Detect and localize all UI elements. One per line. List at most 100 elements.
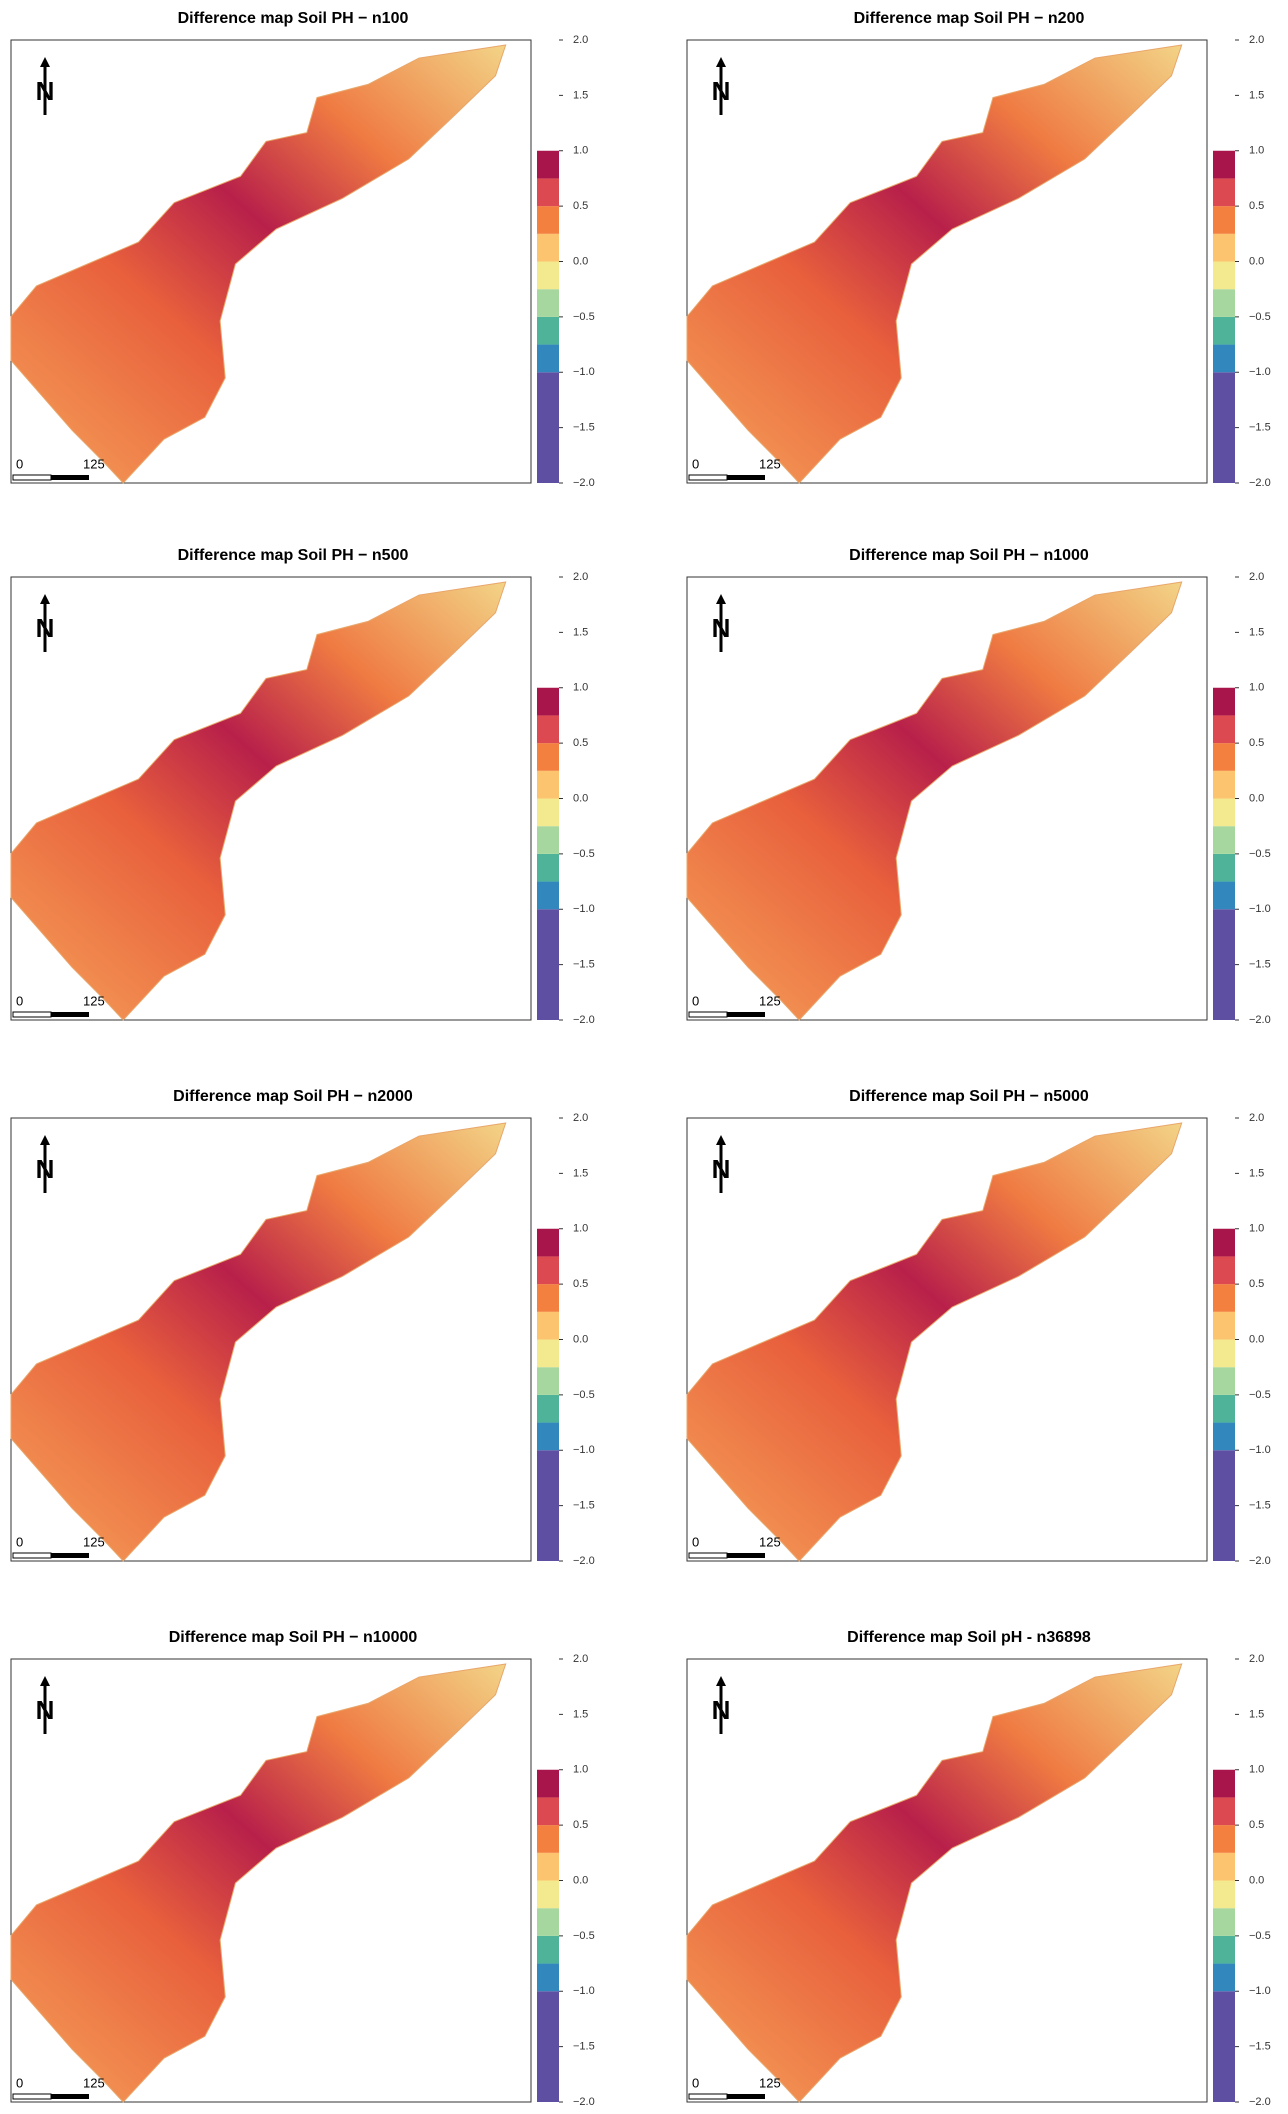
colorbar-segment — [537, 770, 559, 799]
colorbar-tick-label: 1.0 — [1249, 145, 1264, 157]
colorbar-segment — [1213, 1991, 1235, 2102]
region-map — [686, 581, 1183, 1021]
colorbar-tick-label: 2.0 — [573, 1112, 588, 1124]
colorbar-segment — [1213, 150, 1235, 179]
colorbar-tick-label: 1.5 — [573, 626, 588, 638]
colorbar-segment — [1213, 372, 1235, 483]
colorbar-segment — [1213, 1880, 1235, 1909]
panel-title: Difference map Soil PH − n5000 — [849, 1088, 1089, 1105]
colorbar-segment — [1213, 344, 1235, 373]
colorbar-segment — [1213, 1769, 1235, 1798]
map-panel: Difference map Soil PH − n500 N 0 125 2.0 1.5… — [10, 547, 595, 1026]
colorbar-tick-label: −2.0 — [573, 1014, 595, 1026]
north-arrow-head — [40, 594, 50, 604]
scale-label: 125 — [759, 1534, 781, 1549]
colorbar-tick-label: 1.0 — [1249, 1764, 1264, 1776]
scale-bar-white — [688, 1552, 728, 1559]
colorbar-segment — [1213, 1367, 1235, 1395]
map-panel: Difference map Soil PH − n2000 N 0 125 2.0 1.… — [10, 1088, 595, 1567]
scale-bar-black — [51, 475, 89, 480]
colorbar-tick-label: 1.0 — [573, 1764, 588, 1776]
colorbar-tick-label: 0.5 — [573, 737, 588, 749]
scale-bar-black — [51, 1012, 89, 1017]
colorbar-segment — [1213, 1825, 1235, 1853]
north-label: N — [36, 1695, 55, 1725]
colorbar-segment — [1213, 1797, 1235, 1826]
panel-title: Difference map Soil PH − n500 — [178, 547, 409, 564]
colorbar-segment — [537, 178, 559, 207]
colorbar-segment — [1213, 770, 1235, 799]
map-panel: Difference map Soil PH − n10000 N 0 125 2.0 1… — [10, 1629, 595, 2108]
colorbar-segment — [537, 826, 559, 854]
colorbar-tick-label: −2.0 — [573, 2096, 595, 2108]
colorbar-tick-label: 2.0 — [573, 1653, 588, 1665]
colorbar-segment — [537, 233, 559, 262]
colorbar-tick-label: 1.0 — [1249, 1223, 1264, 1235]
colorbar-tick-label: −1.0 — [573, 903, 595, 915]
colorbar-tick-label: 2.0 — [1249, 1653, 1264, 1665]
colorbar-tick-label: −1.0 — [573, 366, 595, 378]
scale-bar-black — [51, 1553, 89, 1558]
colorbar-segment — [537, 289, 559, 317]
colorbar-tick-label: −1.0 — [1249, 1985, 1271, 1997]
region-map — [686, 1663, 1183, 2103]
north-label: N — [712, 76, 731, 106]
scale-label: 0 — [16, 2075, 23, 2090]
scale-bar-black — [727, 2094, 765, 2099]
colorbar-tick-label: −0.5 — [573, 1930, 595, 1942]
colorbar-tick-label: 0.0 — [573, 1874, 588, 1886]
colorbar-tick-label: −0.5 — [573, 311, 595, 323]
region-map — [686, 1122, 1183, 1562]
scale-bar-white — [12, 2093, 52, 2100]
colorbar-tick-label: 0.5 — [573, 1278, 588, 1290]
colorbar-segment — [1213, 1394, 1235, 1423]
colorbar-segment — [537, 316, 559, 345]
colorbar-segment — [537, 261, 559, 290]
colorbar-segment — [1213, 1422, 1235, 1451]
scale-bar-black — [51, 2094, 89, 2099]
colorbar-tick-label: −2.0 — [1249, 1014, 1271, 1026]
colorbar-segment — [537, 1284, 559, 1312]
north-arrow-head — [716, 594, 726, 604]
scale-bar-white — [688, 2093, 728, 2100]
scale-label: 0 — [692, 2075, 699, 2090]
colorbar-segment — [537, 344, 559, 373]
region-map — [686, 44, 1183, 484]
scale-label: 125 — [83, 2075, 105, 2090]
scale-label: 125 — [83, 456, 105, 471]
colorbar-segment — [1213, 1228, 1235, 1257]
colorbar-tick-label: 0.0 — [1249, 792, 1264, 804]
scale-label: 0 — [692, 1534, 699, 1549]
scale-label: 0 — [692, 993, 699, 1008]
north-arrow-head — [716, 1135, 726, 1145]
colorbar-tick-label: −0.5 — [1249, 311, 1271, 323]
north-arrow-head — [40, 1676, 50, 1686]
colorbar-tick-label: −0.5 — [1249, 848, 1271, 860]
colorbar-segment — [537, 206, 559, 234]
scale-bar-white — [688, 474, 728, 481]
region-map — [10, 44, 507, 484]
colorbar-segment — [1213, 1852, 1235, 1881]
scale-bar-white — [12, 474, 52, 481]
colorbar-segment — [537, 881, 559, 910]
panel-title: Difference map Soil PH − n2000 — [173, 1088, 413, 1105]
north-label: N — [712, 1695, 731, 1725]
scale-bar-black — [727, 1012, 765, 1017]
colorbar-segment — [1213, 743, 1235, 771]
colorbar-tick-label: 0.0 — [573, 792, 588, 804]
scale-label: 125 — [83, 1534, 105, 1549]
colorbar-tick-label: 1.0 — [573, 145, 588, 157]
colorbar-tick-label: 0.0 — [1249, 255, 1264, 267]
north-arrow-head — [716, 57, 726, 67]
colorbar-segment — [1213, 206, 1235, 234]
colorbar-segment — [537, 1422, 559, 1451]
colorbar-segment — [537, 853, 559, 882]
colorbar-tick-label: 2.0 — [573, 571, 588, 583]
colorbar-segment — [537, 1852, 559, 1881]
colorbar-segment — [1213, 1339, 1235, 1368]
panel-title: Difference map Soil PH − n200 — [854, 10, 1085, 27]
colorbar-tick-label: −1.5 — [1249, 1500, 1271, 1512]
colorbar-tick-label: −1.5 — [573, 959, 595, 971]
colorbar-tick-label: 0.5 — [1249, 1278, 1264, 1290]
colorbar-tick-label: 1.0 — [1249, 682, 1264, 694]
